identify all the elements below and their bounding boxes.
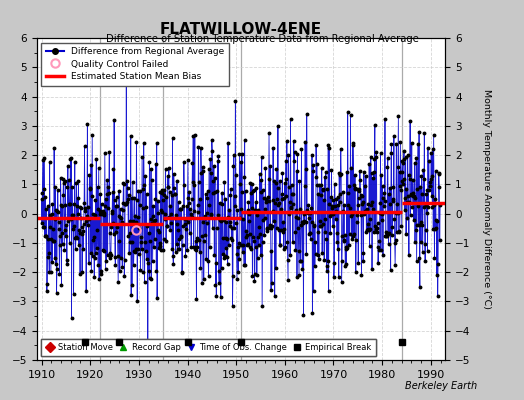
Title: FLATWILLOW-4ENE: FLATWILLOW-4ENE (160, 22, 322, 37)
Legend: Station Move, Record Gap, Time of Obs. Change, Empirical Break: Station Move, Record Gap, Time of Obs. C… (41, 338, 376, 356)
Text: Berkeley Earth: Berkeley Earth (405, 381, 477, 391)
Text: Difference of Station Temperature Data from Regional Average: Difference of Station Temperature Data f… (105, 34, 419, 44)
Y-axis label: Monthly Temperature Anomaly Difference (°C): Monthly Temperature Anomaly Difference (… (482, 89, 490, 309)
